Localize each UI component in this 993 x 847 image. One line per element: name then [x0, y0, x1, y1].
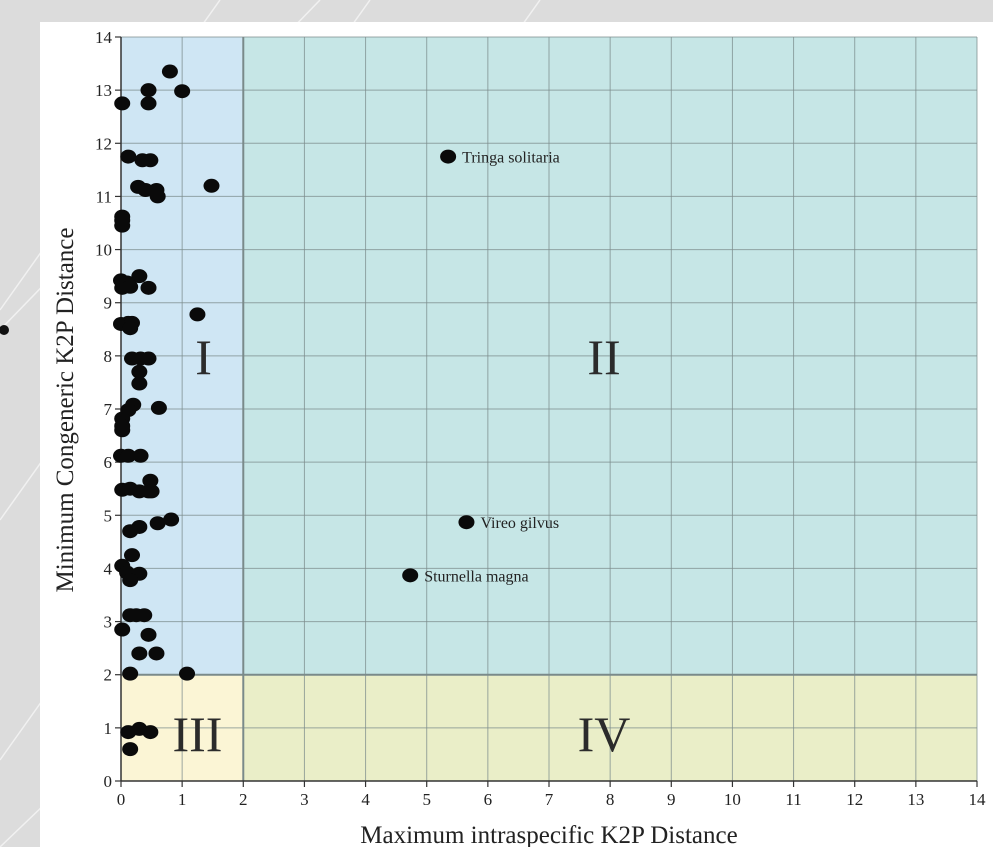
data-point — [142, 153, 159, 168]
data-point — [203, 178, 220, 193]
data-point — [402, 568, 419, 583]
data-point — [122, 321, 139, 336]
y-tick-label: 0 — [104, 772, 113, 791]
y-tick-label: 3 — [104, 613, 113, 632]
y-tick-label: 11 — [96, 187, 112, 206]
x-tick-label: 7 — [545, 790, 554, 809]
x-tick-label: 2 — [239, 790, 248, 809]
data-point — [143, 484, 160, 499]
y-tick-label: 6 — [104, 453, 113, 472]
data-point — [150, 400, 167, 415]
y-tick-label: 8 — [104, 347, 113, 366]
data-point — [122, 524, 139, 539]
data-point — [458, 515, 475, 530]
data-point — [149, 189, 166, 204]
data-point — [140, 351, 157, 366]
data-point — [189, 307, 206, 322]
y-tick-label: 2 — [104, 666, 113, 685]
y-tick-label: 9 — [104, 294, 113, 313]
x-tick-label: 12 — [846, 790, 863, 809]
data-point — [140, 83, 157, 98]
y-tick-label: 4 — [104, 559, 113, 578]
data-point — [161, 64, 178, 79]
y-tick-label: 1 — [104, 719, 113, 738]
data-point — [440, 149, 457, 164]
x-tick-label: 5 — [422, 790, 431, 809]
data-point — [122, 279, 139, 294]
region-label-ii: II — [587, 329, 620, 385]
data-point — [120, 725, 137, 740]
x-tick-label: 3 — [300, 790, 309, 809]
x-tick-label: 9 — [667, 790, 676, 809]
data-point — [131, 376, 148, 391]
x-tick-label: 1 — [178, 790, 187, 809]
region-label-iv: IV — [578, 706, 631, 762]
y-axis-title: Minimum Congeneric K2P Distance — [52, 228, 79, 593]
data-point — [132, 448, 149, 463]
x-tick-label: 11 — [785, 790, 801, 809]
data-point — [140, 280, 157, 295]
x-tick-label: 6 — [484, 790, 493, 809]
data-point — [120, 448, 137, 463]
y-tick-label: 5 — [104, 506, 113, 525]
data-point — [114, 622, 131, 637]
data-point — [131, 269, 148, 284]
data-point — [124, 548, 141, 563]
data-point — [142, 725, 159, 740]
data-point — [137, 183, 154, 198]
region-label-i: I — [195, 329, 212, 385]
x-tick-label: 10 — [724, 790, 741, 809]
species-annotations: Tringa solitaria Vireo gilvus Sturnella ma… — [424, 150, 560, 586]
data-point — [122, 742, 139, 757]
data-point — [140, 96, 157, 111]
data-point — [120, 149, 137, 164]
data-point — [163, 512, 180, 527]
data-point — [148, 646, 165, 661]
grid-lines — [120, 36, 978, 782]
data-point — [149, 516, 166, 531]
data-point — [114, 96, 131, 111]
data-point — [114, 218, 131, 233]
y-tick-label: 14 — [95, 28, 113, 47]
data-point — [122, 666, 139, 681]
x-tick-label: 0 — [117, 790, 126, 809]
x-tick-label: 4 — [361, 790, 370, 809]
data-point — [174, 84, 191, 99]
data-point — [128, 608, 145, 623]
data-point — [114, 423, 131, 438]
x-axis-title: Maximum intraspecific K2P Distance — [360, 822, 737, 847]
x-tick-label: 8 — [606, 790, 615, 809]
data-point — [179, 666, 196, 681]
region-label-iii: III — [172, 706, 222, 762]
x-tick-label: 14 — [969, 790, 987, 809]
annotation-label: Vireo gilvus — [480, 515, 559, 532]
x-tick-label: 13 — [907, 790, 924, 809]
data-points — [113, 64, 475, 757]
annotation-label: Tringa solitaria — [462, 150, 560, 167]
data-point — [131, 646, 148, 661]
annotation-label: Sturnella magna — [424, 568, 528, 585]
data-point — [140, 627, 157, 642]
data-point — [131, 364, 148, 379]
y-tick-label: 13 — [95, 81, 112, 100]
y-tick-label: 7 — [104, 400, 113, 419]
data-point — [142, 473, 159, 488]
y-tick-label: 10 — [95, 241, 112, 260]
y-tick-label: 12 — [95, 134, 112, 153]
data-point — [122, 573, 139, 588]
